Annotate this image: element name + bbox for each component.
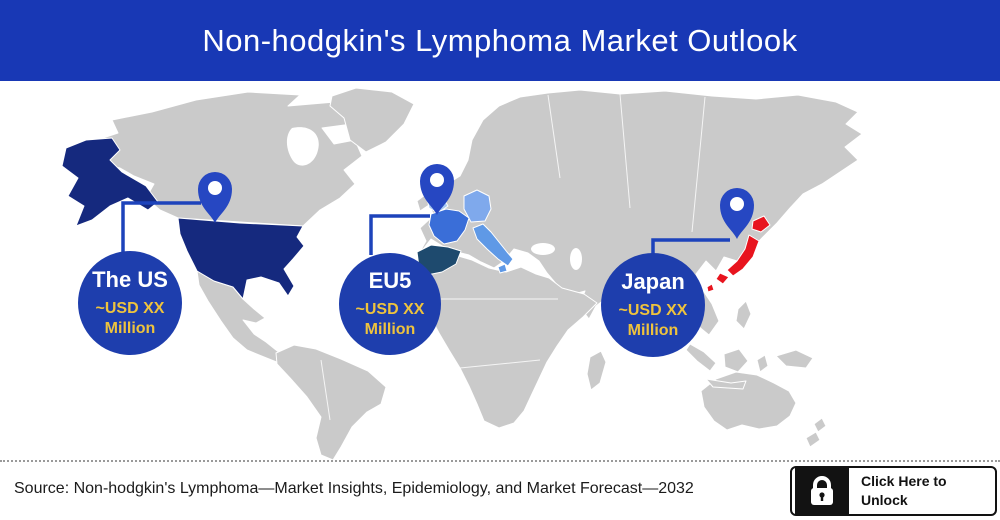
japan-market-value: ~USD XX Million bbox=[618, 302, 688, 339]
title-banner: Non-hodgkin's Lymphoma Market Outlook bbox=[0, 0, 1000, 81]
eu5-label: EU5 bbox=[368, 268, 412, 293]
us-label: The US bbox=[92, 267, 168, 292]
new-zealand-region bbox=[805, 417, 827, 448]
greenland-region bbox=[329, 87, 415, 153]
japan-region bbox=[706, 215, 771, 293]
eu5-market-value: ~USD XX Million bbox=[355, 301, 425, 338]
unlock-button[interactable]: Click Here to Unlock bbox=[790, 466, 997, 516]
footer-divider bbox=[0, 460, 1000, 462]
france-region bbox=[428, 208, 470, 245]
page-title: Non-hodgkin's Lymphoma Market Outlook bbox=[202, 22, 798, 58]
unlock-button-label: Click Here to Unlock bbox=[861, 473, 947, 508]
eu5-market-bubble: EU5 ~USD XX Million bbox=[339, 253, 441, 355]
eu5-connector-line bbox=[369, 214, 430, 255]
us-market-value: ~USD XX Million bbox=[95, 300, 165, 337]
caspian-sea bbox=[570, 248, 582, 270]
italy-region bbox=[472, 223, 514, 274]
us-market-bubble: The US ~USD XX Million bbox=[78, 251, 182, 355]
madagascar-region bbox=[586, 350, 607, 391]
country-borders bbox=[320, 93, 706, 421]
japan-label: Japan bbox=[621, 269, 685, 294]
japan-market-bubble: Japan ~USD XX Million bbox=[601, 253, 705, 357]
hudson-bay bbox=[286, 127, 319, 166]
eurasia-region bbox=[416, 89, 863, 340]
south-america-region bbox=[275, 344, 387, 461]
us-pin-icon bbox=[198, 172, 232, 223]
japan-pin-icon bbox=[720, 188, 754, 239]
eu5-pin-icon bbox=[420, 164, 454, 215]
mexico-central-america-region bbox=[196, 270, 285, 364]
lock-icon bbox=[795, 468, 849, 514]
us-connector-line bbox=[121, 201, 201, 253]
us-region bbox=[177, 217, 305, 300]
source-text: Source: Non-hodgkin's Lymphoma—Market In… bbox=[14, 480, 694, 497]
japan-connector-line bbox=[651, 238, 730, 255]
canada-region bbox=[87, 91, 363, 227]
black-sea bbox=[531, 243, 555, 255]
germany-region bbox=[463, 189, 492, 223]
africa-region bbox=[417, 254, 598, 429]
southeast-asia-islands bbox=[685, 300, 814, 390]
